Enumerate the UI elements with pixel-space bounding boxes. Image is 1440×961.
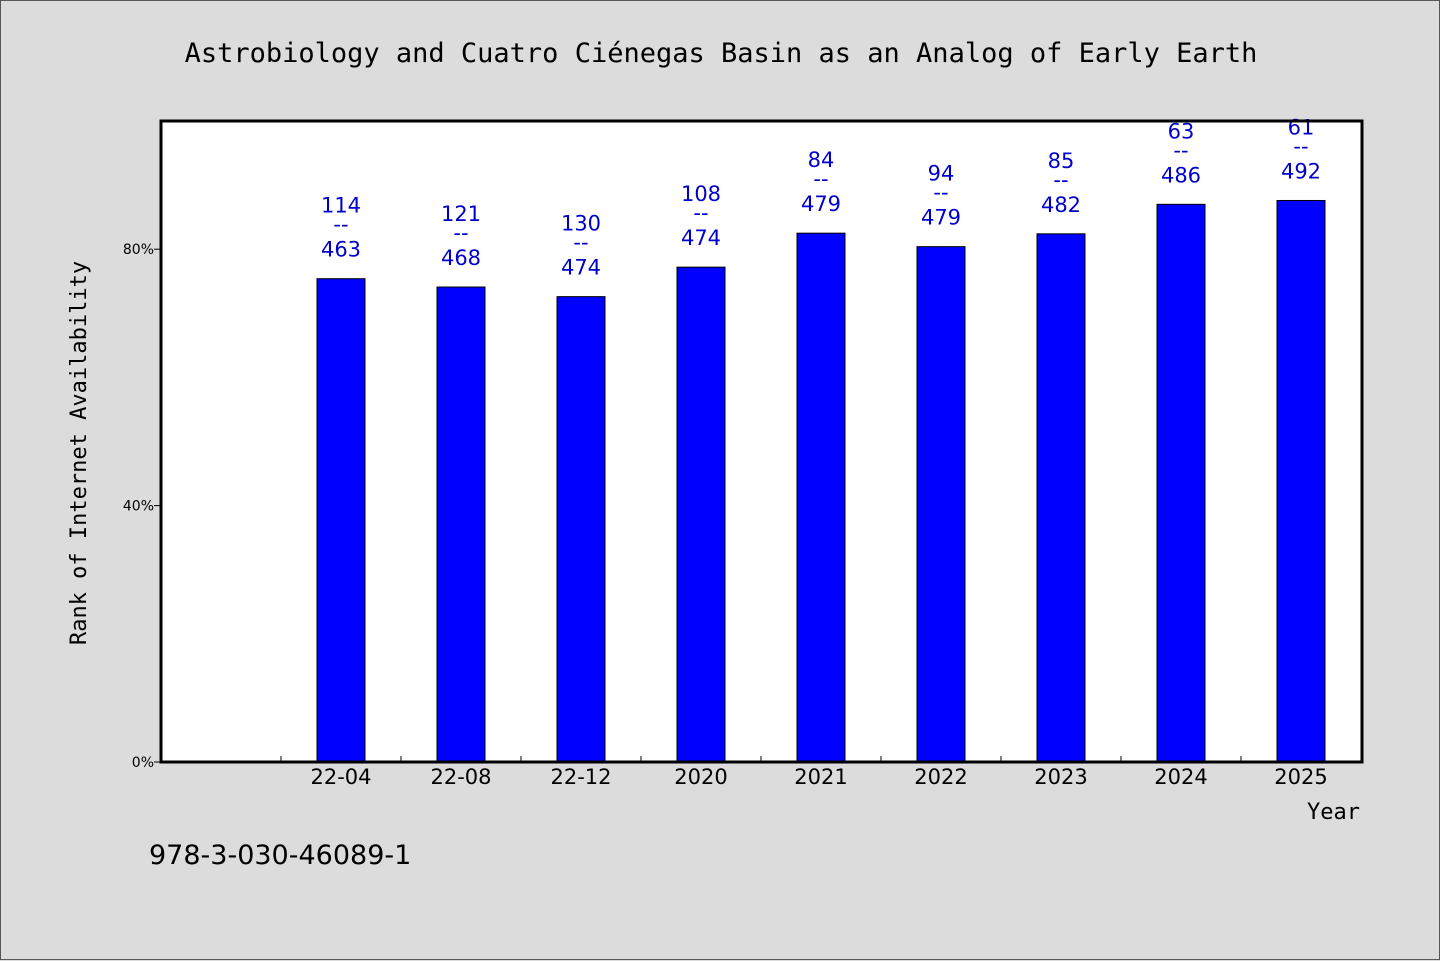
x-tick-label: 2024 (1154, 765, 1207, 789)
bar-label-top: 121 (441, 202, 481, 226)
chart-title: Astrobiology and Cuatro Ciénegas Basin a… (185, 38, 1258, 69)
x-tick-label: 2020 (674, 765, 727, 789)
bar-label-bottom: 474 (681, 226, 721, 250)
bar-label-separator: -- (693, 201, 708, 225)
y-tick-label: 40% (123, 499, 154, 515)
bar-2021 (796, 232, 846, 763)
bar-label-bottom: 474 (561, 256, 601, 280)
bar-label-top: 63 (1168, 119, 1195, 143)
bar-label-bottom: 492 (1281, 159, 1321, 183)
bar-label-top: 130 (561, 212, 601, 236)
bar-label-separator: -- (1053, 168, 1068, 192)
x-tick-label: 2025 (1274, 765, 1327, 789)
bar-label-bottom: 468 (441, 246, 481, 270)
x-tick-label: 2023 (1034, 765, 1087, 789)
x-tick-label: 2021 (794, 765, 847, 789)
bar-label-bottom: 482 (1041, 193, 1081, 217)
bar-label-bottom: 486 (1161, 163, 1201, 187)
bar-label-separator: -- (1173, 138, 1188, 162)
bar-label-top: 114 (321, 194, 361, 218)
bar-label-separator: -- (1293, 134, 1308, 158)
bar-22-08 (436, 286, 486, 763)
x-axis: 22-04 22-08 22-12 2020 2021 2022 2023 2024 2025 (280, 756, 1362, 789)
x-tick-label: 22-04 (310, 765, 371, 789)
bar-label-top: 108 (681, 182, 721, 206)
y-axis: 0% 40% 80% (123, 242, 161, 771)
y-tick-label: 0% (132, 755, 154, 771)
bar-label-bottom: 479 (921, 206, 961, 230)
bar-2025 (1276, 199, 1326, 763)
bar-label-separator: -- (813, 167, 828, 191)
y-tick-label: 80% (123, 242, 154, 258)
x-tick-label: 22-08 (430, 765, 491, 789)
bar-label-top: 84 (808, 148, 835, 172)
bar-2022 (916, 246, 966, 763)
x-axis-title: Year (1307, 800, 1360, 825)
bar-label-separator: -- (933, 181, 948, 205)
x-tick-label: 22-12 (550, 765, 611, 789)
bar-2024 (1156, 203, 1206, 763)
bar-label-top: 94 (928, 162, 955, 186)
bar-2020 (676, 266, 726, 763)
isbn-text: 978-3-030-46089-1 (149, 840, 411, 871)
bar-label-separator: -- (453, 221, 468, 245)
bar-2023 (1036, 233, 1086, 763)
bar-label-top: 85 (1048, 149, 1075, 173)
bar-22-04 (316, 278, 366, 763)
x-tick-label: 2022 (914, 765, 967, 789)
bars-layer (316, 199, 1326, 763)
y-axis-title: Rank of Internet Availability (67, 261, 92, 645)
bar-label-separator: -- (573, 231, 588, 255)
bar-label-top: 61 (1288, 115, 1315, 139)
bar-labels-layer: 114--463121--468130--474108--47484--4799… (321, 115, 1321, 279)
bar-22-12 (556, 296, 606, 763)
bar-label-bottom: 463 (321, 238, 361, 262)
bar-label-bottom: 479 (801, 192, 841, 216)
bar-label-separator: -- (333, 213, 348, 237)
